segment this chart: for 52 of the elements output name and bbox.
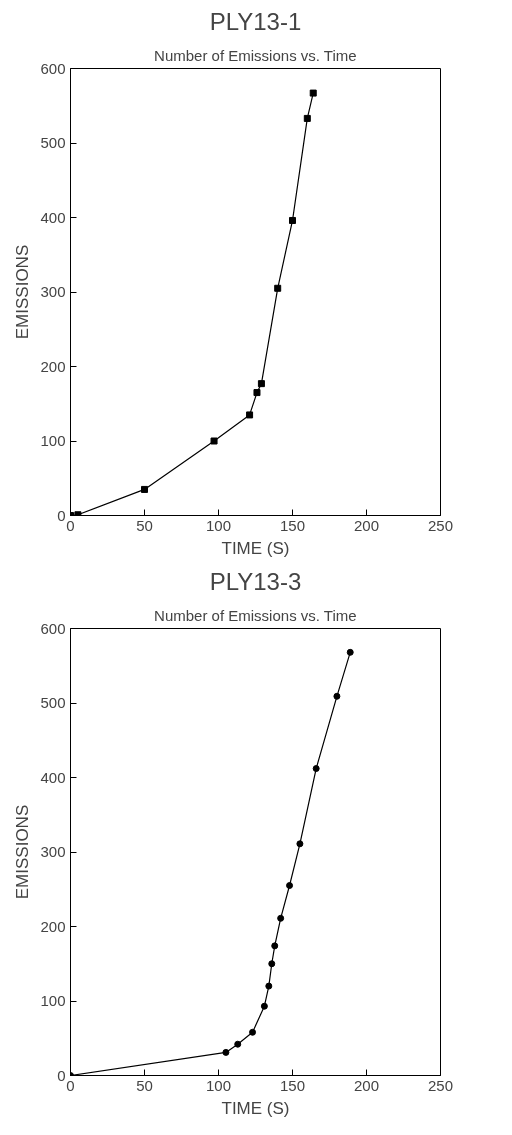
x-tick-label: 100	[205, 516, 232, 534]
x-tick-label: 250	[427, 1076, 454, 1094]
y-tick-label: 100	[40, 992, 66, 1009]
x-tick-label: 150	[279, 1076, 306, 1094]
x-tick-label: 200	[353, 1076, 380, 1094]
y-tick-label: 600	[40, 619, 66, 637]
y-tick-label: 200	[40, 357, 66, 375]
point	[222, 1048, 230, 1056]
y-tick-label: 500	[40, 694, 66, 711]
point	[260, 1002, 268, 1010]
y-tick-label: 300	[40, 843, 66, 860]
x-tick-label: 100	[205, 1076, 232, 1094]
point	[286, 882, 294, 890]
point	[296, 840, 304, 848]
chart-title: PLY13-1	[209, 7, 302, 35]
point	[253, 389, 261, 397]
y-tick-label: 300	[40, 283, 66, 300]
y-tick-label: 400	[40, 768, 66, 786]
chart-subtitle: Number of Emissions vs. Time	[154, 606, 357, 624]
point	[289, 216, 296, 224]
point	[246, 411, 254, 419]
y-tick-label: 200	[40, 917, 66, 935]
point	[309, 89, 317, 97]
y-axis-title: EMISSIONS	[13, 804, 33, 900]
point	[265, 982, 273, 990]
point	[257, 380, 265, 388]
point	[274, 284, 282, 292]
y-tick-label: 400	[40, 208, 66, 226]
point	[346, 648, 354, 656]
point	[271, 942, 279, 950]
point	[234, 1040, 242, 1048]
point	[303, 114, 311, 122]
y-axis-title: EMISSIONS	[13, 244, 33, 340]
point	[141, 485, 148, 493]
x-tick-label: 50	[136, 1076, 153, 1094]
point	[277, 914, 285, 922]
x-tick-label: 150	[279, 516, 306, 534]
x-tick-label: 50	[136, 516, 153, 534]
y-tick-label: 500	[40, 134, 66, 151]
y-tick-label: 600	[40, 59, 66, 77]
x-axis-title: TIME (S)	[221, 1098, 290, 1118]
y-tick-label: 100	[40, 432, 66, 449]
point	[312, 765, 320, 773]
point	[210, 437, 218, 445]
x-axis-title: TIME (S)	[221, 538, 290, 558]
point	[268, 960, 276, 968]
x-tick-label: 200	[353, 516, 380, 534]
chart-title: PLY13-3	[209, 567, 302, 595]
point	[249, 1028, 257, 1036]
point	[333, 692, 341, 700]
chart-subtitle: Number of Emissions vs. Time	[154, 46, 357, 64]
x-tick-label: 250	[427, 516, 454, 534]
